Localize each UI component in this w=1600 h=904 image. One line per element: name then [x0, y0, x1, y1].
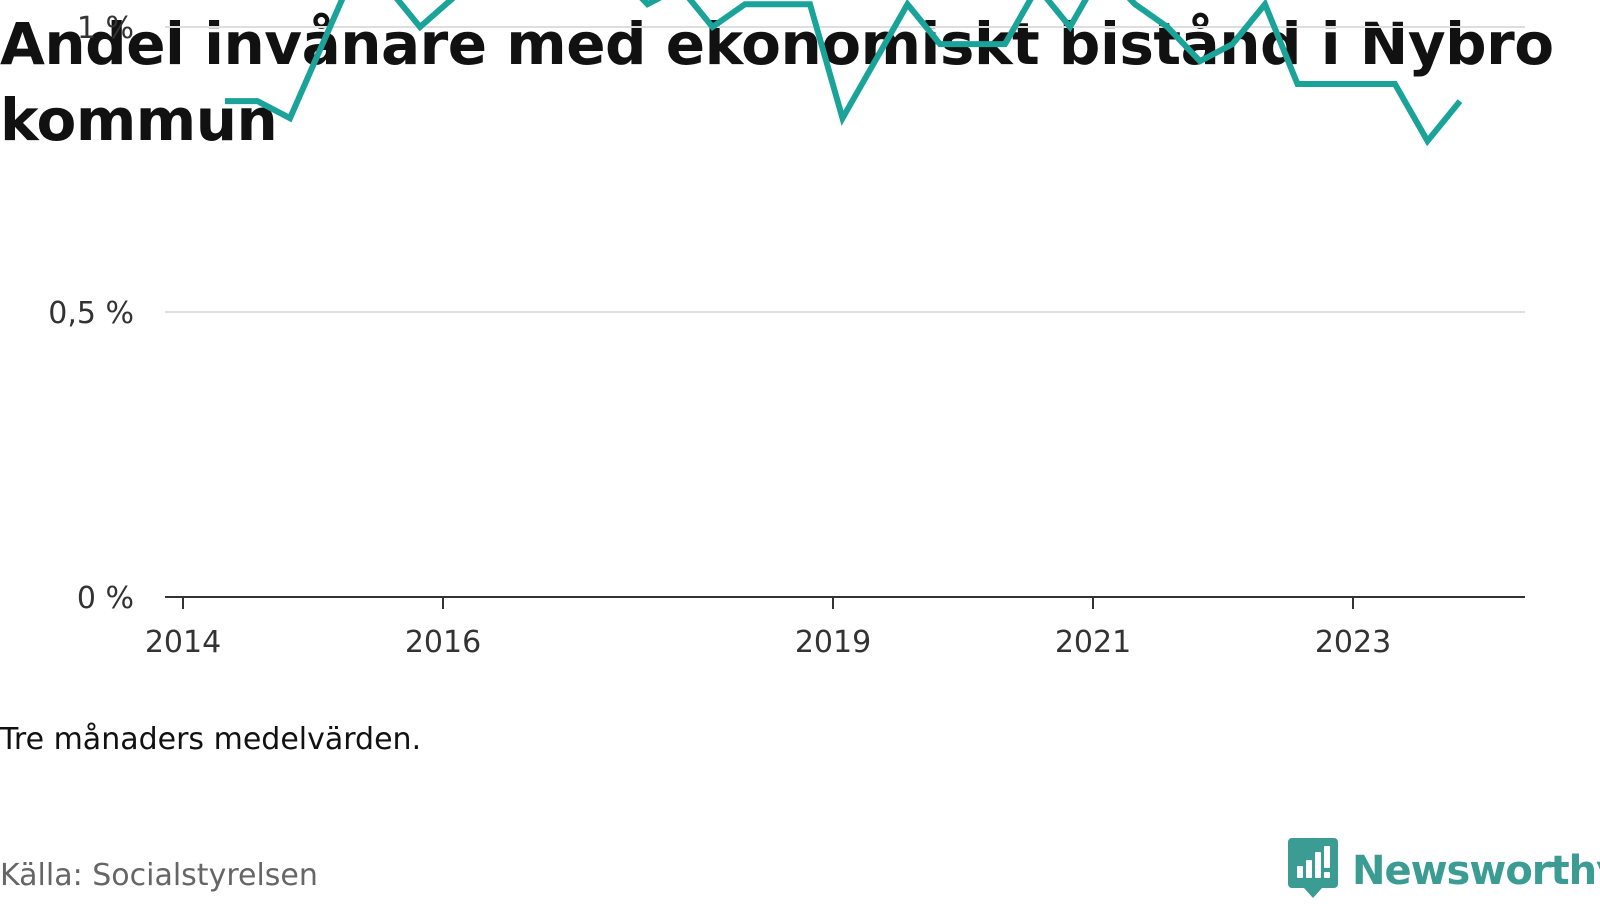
- x-tick-label: 2019: [795, 625, 871, 660]
- x-tick-label: 2016: [405, 625, 481, 660]
- series-line-path: [225, 0, 1463, 147]
- line-chart: 0 % 0,5 % 1 % 2014 2016 2019 2021 2023: [48, 0, 1525, 660]
- y-tick-label: 0 %: [77, 581, 134, 616]
- chart-note: Tre månaders medelvärden.: [0, 722, 422, 757]
- chart-title: Andel invånare med ekonomiskt bistånd i …: [0, 10, 1554, 154]
- x-tick-label: 2014: [145, 625, 221, 660]
- source-credit: Källa: Socialstyrelsen: [0, 858, 318, 893]
- x-tick-label: 2021: [1055, 625, 1131, 660]
- newsworthy-logo-icon: [1288, 838, 1338, 898]
- brand-name: Newsworthy: [1352, 848, 1600, 894]
- brand-logo: Newsworthy: [1288, 838, 1600, 904]
- x-axis: 2014 2016 2019 2021 2023: [145, 596, 1525, 660]
- y-axis-tick-labels: 0 % 0,5 % 1 %: [48, 11, 134, 616]
- x-tick-label: 2023: [1315, 625, 1391, 660]
- series-line: [225, 0, 1463, 147]
- y-tick-label: 1 %: [77, 11, 134, 46]
- gridlines: [165, 26, 1525, 313]
- y-tick-label: 0,5 %: [48, 296, 134, 331]
